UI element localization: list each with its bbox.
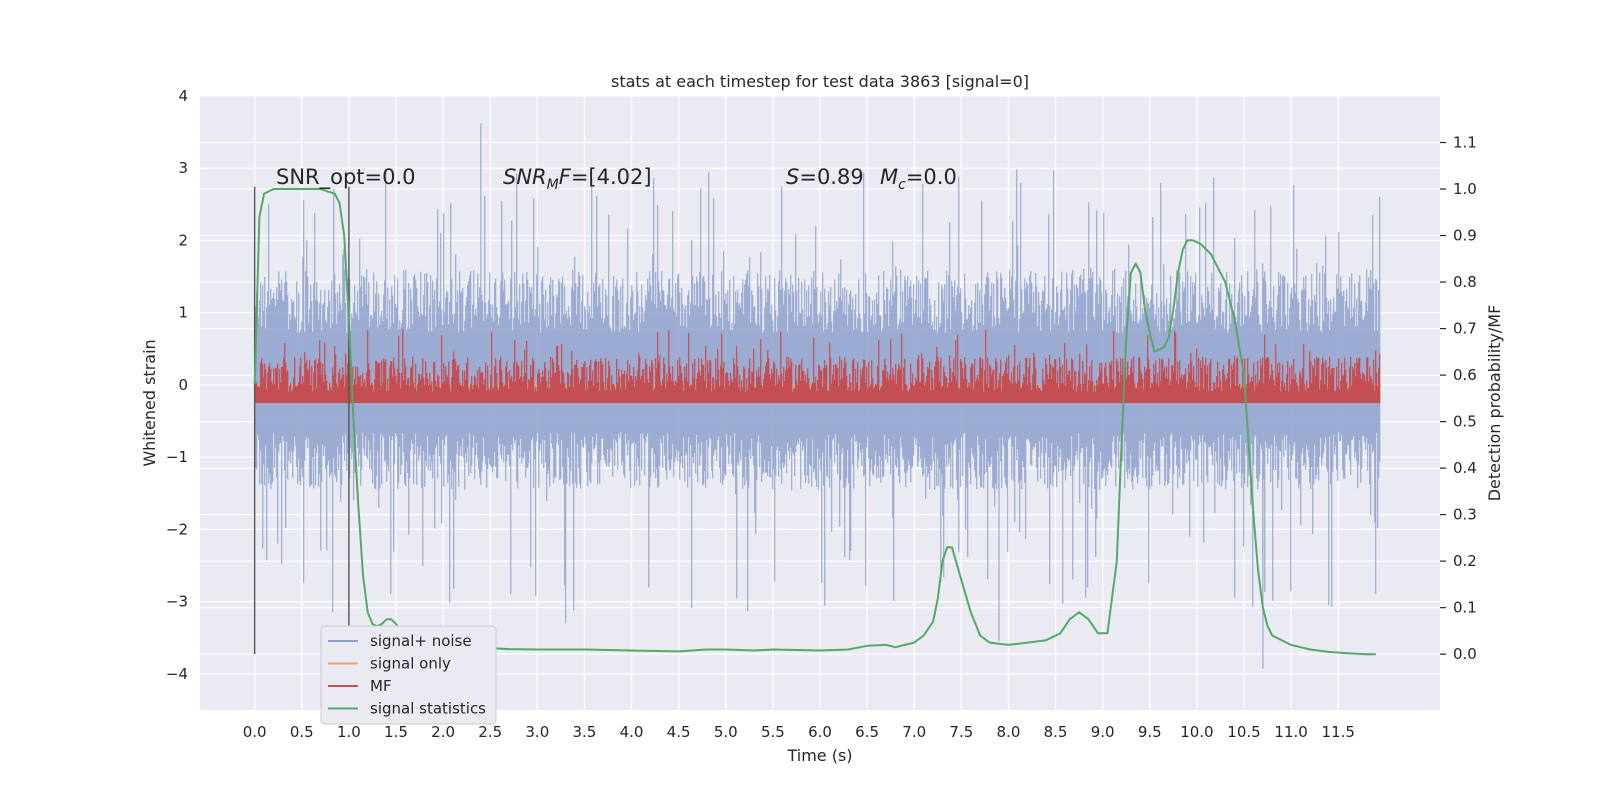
annotation-snr-opt: SNR_opt=0.0 [276, 165, 416, 190]
x-tick-label-0: 0.0 [243, 723, 267, 741]
y-tick-label-1: −3 [166, 593, 188, 611]
x-axis-ticks: 0.0 0.5 1.0 1.5 2.0 2.5 3.0 3.5 4.0 4.5 5.0 5.5 6.0 6… [243, 723, 1355, 741]
x-tick-label-14: 7.0 [902, 723, 926, 741]
x-tick-label-16: 8.0 [997, 723, 1021, 741]
x-tick-label-2: 1.0 [337, 723, 361, 741]
legend-label-0: signal+ noise [370, 632, 472, 650]
y2-tick-label-1: 0.1 [1453, 599, 1477, 617]
y2-tick-label-8: 0.8 [1453, 273, 1477, 291]
x-tick-label-20: 10.0 [1180, 723, 1213, 741]
y2-tick-label-11: 1.1 [1453, 134, 1477, 152]
x-tick-label-19: 9.5 [1138, 723, 1162, 741]
x-tick-label-8: 4.0 [620, 723, 644, 741]
annotation-s-symbol: S [786, 165, 799, 189]
y-tick-label-3: −1 [166, 448, 188, 466]
annotation-mc: Mc=0.0 [880, 165, 957, 193]
series-signal-statistics [253, 188, 1376, 656]
annotation-s-value: =0.89 [799, 165, 863, 189]
annotation-snr-mf-value: =[4.02] [571, 165, 652, 189]
y2-tick-label-5: 0.5 [1453, 413, 1477, 431]
x-tick-label-6: 3.0 [525, 723, 549, 741]
x-tick-label-17: 8.5 [1044, 723, 1068, 741]
y2-tick-label-9: 0.9 [1453, 227, 1477, 245]
annotation-snr-mf-symbol: SNR [503, 165, 547, 189]
y-tick-label-5: 1 [178, 304, 188, 322]
x-axis-label: Time (s) [786, 746, 852, 765]
x-tick-label-3: 1.5 [384, 723, 408, 741]
x-tick-label-9: 4.5 [667, 723, 691, 741]
y-tick-label-6: 2 [178, 231, 188, 249]
legend: signal+ noise signal only MF signal statist… [320, 625, 497, 725]
x-tick-label-7: 3.5 [573, 723, 597, 741]
legend-label-2: MF [370, 677, 392, 695]
y2-tick-label-10: 1.0 [1453, 180, 1477, 198]
legend-label-1: signal only [370, 655, 451, 673]
y-axis-label: Whitened strain [140, 339, 159, 466]
y2-tick-label-7: 0.7 [1453, 320, 1477, 338]
x-tick-label-4: 2.0 [431, 723, 455, 741]
annotation-mc-subscript: c [898, 177, 906, 193]
x-tick-label-18: 9.0 [1091, 723, 1115, 741]
x-tick-label-21: 10.5 [1227, 723, 1260, 741]
chart-title: stats at each timestep for test data 386… [611, 72, 1029, 91]
legend-label-3: signal statistics [370, 700, 486, 718]
x-tick-label-12: 6.0 [808, 723, 832, 741]
signal-statistics-line [253, 188, 1376, 656]
y-axis-ticks: −4 −3 −2 −1 0 1 2 3 4 [166, 87, 188, 683]
annotation-s: S=0.89 [786, 165, 864, 189]
y2-tick-label-0: 0.0 [1453, 645, 1477, 663]
x-tick-label-11: 5.5 [761, 723, 785, 741]
annotation-snr-mf: SNRMF=[4.02] [503, 165, 652, 193]
annotation-snr-mf-subscript: M [547, 177, 559, 193]
y2-tick-label-6: 0.6 [1453, 366, 1477, 384]
x-tick-label-5: 2.5 [478, 723, 502, 741]
x-tick-label-22: 11.0 [1274, 723, 1307, 741]
y-tick-label-2: −2 [166, 520, 188, 538]
y2-axis-label: Detection probability/MF [1485, 305, 1504, 502]
y-tick-label-0: −4 [166, 665, 188, 683]
y-tick-label-4: 0 [178, 376, 188, 394]
x-tick-label-1: 0.5 [290, 723, 314, 741]
vertical-markers [253, 186, 350, 655]
annotation-mc-value: =0.0 [906, 165, 957, 189]
legend-box [320, 625, 497, 725]
x-tick-label-15: 7.5 [949, 723, 973, 741]
annotations: SNR_opt=0.0 SNRMF=[4.02] S=0.89 Mc=0.0 [276, 165, 957, 193]
y-tick-label-7: 3 [178, 159, 188, 177]
y2-tick-label-2: 0.2 [1453, 552, 1477, 570]
y2-axis-ticks: 0.0 0.1 0.2 0.3 0.4 0.5 0.6 0.7 0.8 0.9 1.0 1.1 [1440, 134, 1477, 663]
annotation-snr-mf-f: F [559, 165, 572, 189]
y2-tick-label-3: 0.3 [1453, 506, 1477, 524]
x-tick-label-23: 11.5 [1322, 723, 1355, 741]
annotation-mc-symbol: M [880, 165, 898, 189]
x-tick-label-13: 6.5 [855, 723, 879, 741]
y-tick-label-8: 4 [178, 87, 188, 105]
y2-tick-label-4: 0.4 [1453, 459, 1477, 477]
x-tick-label-10: 5.0 [714, 723, 738, 741]
